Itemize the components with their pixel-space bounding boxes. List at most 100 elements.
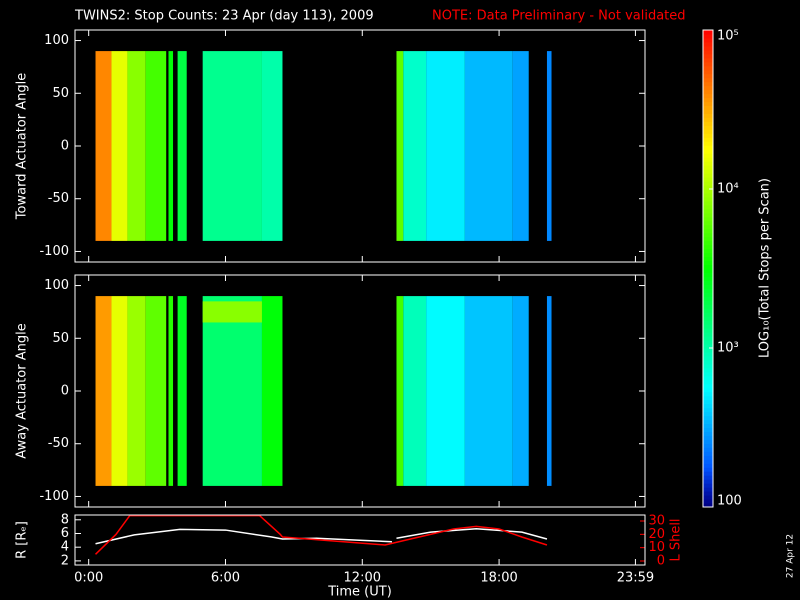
x-tick-label: 18:00 — [480, 571, 517, 586]
y-tick-label: 50 — [52, 86, 69, 101]
colorbar-step — [703, 304, 713, 309]
colorbar-step — [703, 208, 713, 214]
colorbar-step — [703, 471, 713, 476]
colorbar-step — [703, 129, 713, 134]
colorbar-step — [703, 483, 713, 488]
line — [95, 527, 548, 545]
colorbar-tick-label: 100 — [717, 494, 742, 509]
heat-cell — [464, 51, 513, 241]
colorbar-step — [703, 359, 713, 365]
colorbar-step — [703, 196, 713, 202]
colorbar-step — [703, 244, 713, 250]
colorbar-step — [703, 423, 713, 428]
colorbar-step — [703, 399, 713, 405]
colorbar-step — [703, 280, 713, 285]
colorbar-step — [703, 371, 713, 377]
y-tick-label: 50 — [52, 331, 69, 346]
heat-cell — [145, 296, 167, 486]
colorbar-step — [703, 403, 713, 409]
colorbar-step — [703, 340, 713, 345]
heat-cell — [177, 296, 187, 486]
colorbar-step — [703, 149, 713, 154]
colorbar-step — [703, 145, 713, 150]
heat-cell — [111, 296, 128, 486]
heat-cell — [202, 301, 262, 323]
heat-cell — [111, 51, 128, 241]
colorbar-step — [703, 487, 713, 492]
colorbar-step — [703, 121, 713, 126]
colorbar-step — [703, 411, 713, 417]
y-axis-label: R [Rₑ] — [15, 521, 30, 559]
plot-frame — [74, 514, 646, 566]
colorbar-step — [703, 415, 713, 421]
heat-cell — [464, 296, 513, 486]
colorbar-step — [703, 276, 713, 281]
colorbar-step — [703, 332, 713, 337]
colorbar-step — [703, 479, 713, 484]
colorbar-step — [703, 268, 713, 273]
colorbar-step — [703, 77, 713, 83]
colorbar-step — [703, 383, 713, 389]
colorbar-step — [703, 387, 713, 393]
colorbar-step — [703, 220, 713, 226]
colorbar-step — [703, 33, 713, 39]
colorbar-step — [703, 157, 713, 162]
colorbar-step — [703, 407, 713, 413]
colorbar-step — [703, 351, 713, 357]
date-stamp: 27 Apr 12 — [786, 534, 796, 578]
y-tick-label: -100 — [39, 489, 69, 504]
chart-title: TWINS2: Stop Counts: 23 Apr (day 113), 2… — [74, 9, 374, 24]
colorbar-step — [703, 61, 713, 67]
colorbar-step — [703, 189, 713, 194]
colorbar-step — [703, 355, 713, 361]
heat-cell — [546, 296, 552, 486]
colorbar-step — [703, 447, 713, 452]
colorbar-step — [703, 252, 713, 258]
colorbar-step — [703, 336, 713, 341]
colorbar-step — [703, 348, 713, 353]
y-tick-label: 100 — [44, 278, 69, 293]
y-axis-label: Toward Actuator Angle — [15, 73, 30, 220]
colorbar-step — [703, 260, 713, 266]
colorbar-step — [703, 435, 713, 440]
colorbar-step — [703, 113, 713, 118]
colorbar-step — [703, 177, 713, 182]
colorbar-step — [703, 141, 713, 146]
colorbar-step — [703, 292, 713, 297]
colorbar-step — [703, 224, 713, 230]
colorbar-step — [703, 236, 713, 242]
colorbar-step — [703, 300, 713, 305]
colorbar-step — [703, 256, 713, 262]
y2-tick-label: 30 — [648, 514, 665, 529]
heat-cell — [512, 296, 529, 486]
colorbar-step — [703, 288, 713, 293]
colorbar-step — [703, 240, 713, 246]
y-tick-label: 0 — [61, 139, 69, 154]
heat-cell — [396, 296, 404, 486]
colorbar-step — [703, 125, 713, 130]
colorbar-step — [703, 181, 713, 186]
colorbar-step — [703, 308, 713, 313]
colorbar-step — [703, 427, 713, 432]
y-axis-label: Away Actuator Angle — [15, 323, 30, 458]
y2-tick-label: 20 — [648, 527, 665, 542]
colorbar-step — [703, 272, 713, 277]
colorbar-step — [703, 503, 713, 508]
colorbar-step — [703, 105, 713, 110]
colorbar-step — [703, 204, 713, 210]
colorbar-step — [703, 165, 713, 170]
y-tick-label: 4 — [61, 540, 69, 555]
colorbar-step — [703, 312, 713, 317]
colorbar-step — [703, 451, 713, 456]
colorbar-step — [703, 395, 713, 401]
colorbar-step — [703, 216, 713, 222]
heat-cell — [546, 51, 552, 241]
colorbar-step — [703, 367, 713, 373]
colorbar-step — [703, 37, 713, 43]
colorbar-step — [703, 463, 713, 468]
colorbar-step — [703, 57, 713, 63]
colorbar-step — [703, 97, 713, 103]
heat-cell — [168, 51, 174, 241]
colorbar-step — [703, 491, 713, 496]
colorbar-step — [703, 41, 713, 47]
